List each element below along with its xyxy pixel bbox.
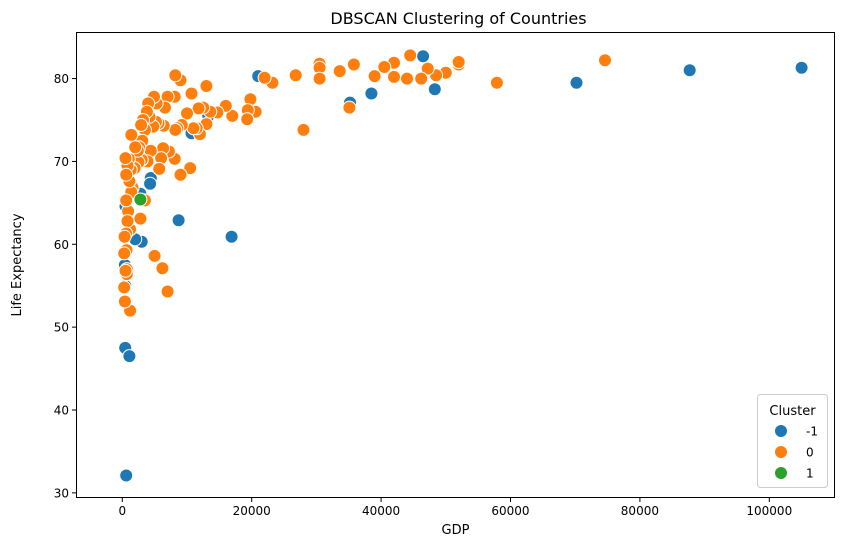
- data-point: [118, 263, 133, 278]
- plot-frame: [76, 32, 835, 498]
- data-point: [387, 69, 401, 84]
- data-point: [240, 112, 255, 127]
- data-point: [117, 294, 132, 309]
- data-point: [420, 61, 435, 76]
- data-point: [199, 79, 214, 93]
- data-point: [794, 60, 809, 75]
- data-point: [427, 82, 442, 97]
- legend-title: Cluster: [769, 404, 816, 419]
- y-tick-label: 60: [54, 238, 69, 252]
- data-point: [184, 86, 199, 101]
- data-point: [191, 101, 206, 116]
- data-point: [168, 122, 183, 137]
- data-point: [160, 284, 175, 299]
- data-point: [682, 63, 697, 78]
- data-point: [124, 127, 139, 142]
- data-point: [257, 70, 272, 85]
- data-point: [117, 229, 132, 244]
- x-axis: 0 20000 40000 60000 80000 100000: [118, 497, 792, 518]
- points-layer: [117, 48, 809, 483]
- data-point: [119, 193, 134, 208]
- data-point: [342, 100, 357, 115]
- legend: Cluster -1 0 1: [757, 394, 828, 488]
- data-point: [168, 68, 183, 83]
- data-point: [134, 118, 149, 132]
- data-point: [155, 261, 170, 276]
- x-tick-label: 60000: [491, 504, 529, 518]
- y-tick-label: 80: [54, 72, 69, 86]
- legend-marker: [774, 466, 788, 480]
- x-tick-label: 80000: [621, 504, 659, 518]
- legend-box: [757, 394, 828, 488]
- data-point: [224, 229, 239, 244]
- data-point: [171, 213, 186, 228]
- y-tick-label: 50: [54, 321, 69, 335]
- data-point: [119, 167, 134, 182]
- legend-items: -1 0 1: [774, 424, 818, 481]
- data-point: [288, 68, 303, 83]
- x-tick-label: 40000: [362, 504, 400, 518]
- data-point: [414, 71, 429, 86]
- data-point: [186, 121, 201, 136]
- chart-title: DBSCAN Clustering of Countries: [330, 9, 586, 28]
- data-point: [364, 86, 379, 101]
- y-tick-label: 40: [54, 404, 69, 418]
- data-point: [377, 60, 392, 74]
- data-point: [598, 53, 612, 68]
- data-point: [400, 71, 414, 86]
- data-point: [416, 49, 431, 64]
- data-point: [312, 71, 327, 86]
- x-tick-label: 100000: [746, 504, 792, 518]
- data-point: [183, 161, 198, 176]
- data-point: [152, 161, 167, 176]
- data-point: [147, 248, 162, 263]
- y-axis: 30 40 50 60 70 80: [54, 72, 77, 500]
- legend-label: -1: [806, 425, 818, 439]
- data-point: [451, 55, 466, 69]
- y-tick-label: 30: [54, 486, 69, 500]
- legend-marker: [774, 445, 788, 459]
- x-tick-label: 20000: [233, 504, 271, 518]
- y-axis-label: Life Expectancy: [10, 213, 25, 316]
- data-point: [332, 64, 347, 79]
- data-point: [489, 75, 504, 90]
- x-tick-label: 0: [118, 504, 126, 518]
- data-point: [403, 48, 418, 63]
- data-point: [296, 122, 311, 137]
- data-point: [118, 151, 133, 166]
- data-point: [119, 468, 134, 483]
- data-point: [133, 192, 148, 207]
- legend-marker: [774, 424, 788, 438]
- legend-label: 0: [806, 446, 814, 460]
- data-point: [117, 280, 132, 295]
- y-tick-label: 70: [54, 155, 69, 169]
- data-point: [180, 106, 194, 121]
- data-point: [225, 108, 240, 123]
- data-point: [117, 246, 132, 261]
- data-point: [120, 214, 135, 229]
- data-point: [133, 211, 148, 226]
- data-point: [122, 349, 137, 364]
- legend-label: 1: [806, 467, 814, 481]
- data-point: [367, 69, 382, 84]
- data-point: [143, 176, 158, 191]
- data-point: [569, 75, 584, 90]
- x-axis-label: GDP: [442, 523, 470, 538]
- data-point: [128, 140, 143, 155]
- data-point: [173, 167, 188, 182]
- data-point: [346, 57, 361, 72]
